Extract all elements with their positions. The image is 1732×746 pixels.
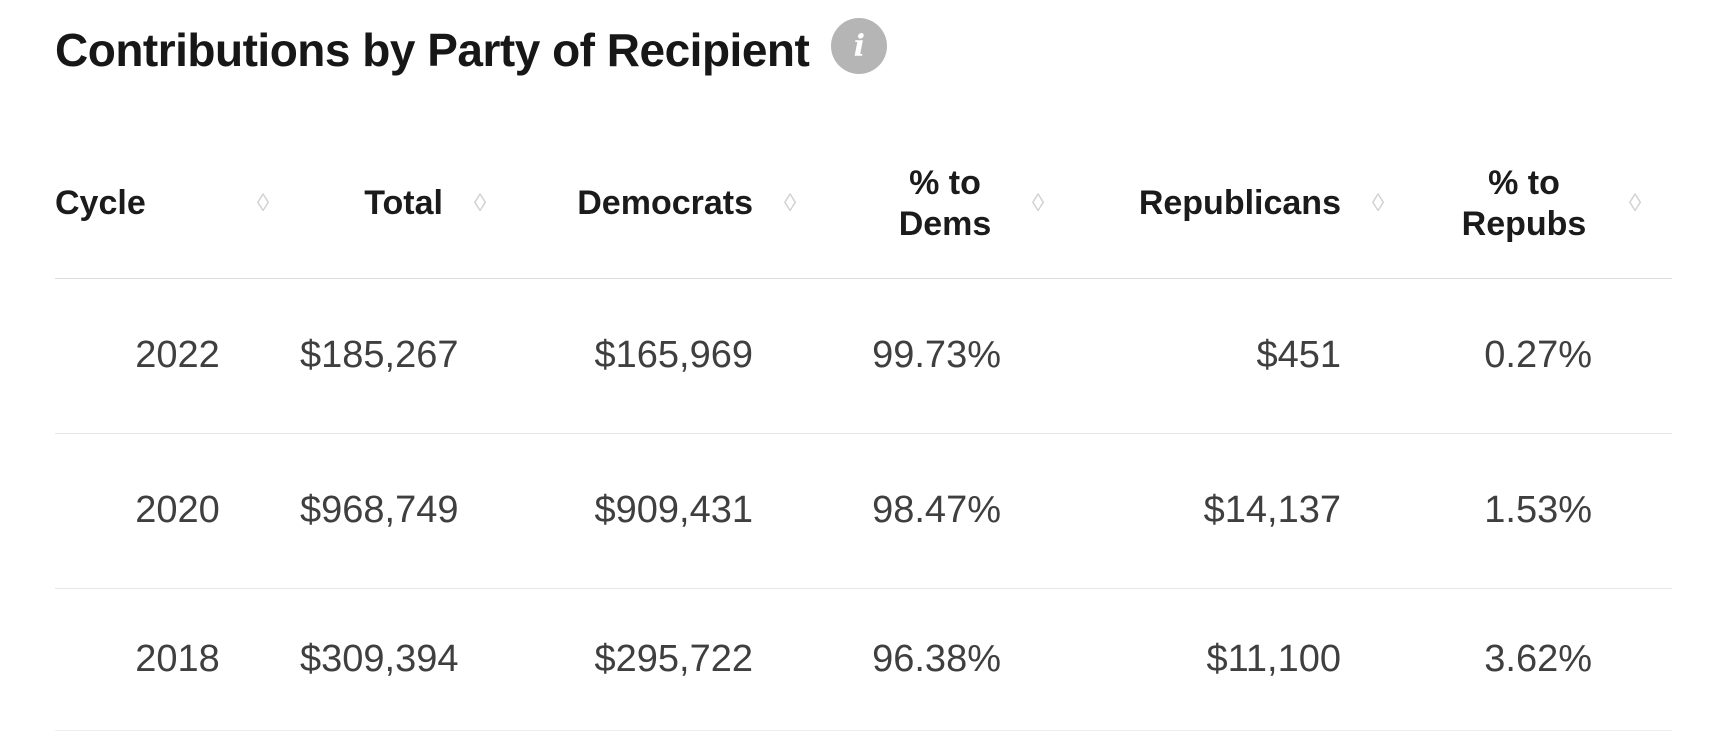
section-header: Contributions by Party of Recipient i (55, 18, 1732, 80)
table-body: 2022 $185,267 $165,969 99.73% $451 0.27%… (55, 278, 1672, 731)
cell-democrats: $909,431 (517, 433, 827, 589)
cell-pct-repubs: 3.62% (1415, 588, 1672, 731)
column-header-pct-dems[interactable]: % to Dems ◊ (827, 130, 1075, 279)
column-header-republicans[interactable]: Republicans ◊ (1075, 130, 1415, 279)
cell-pct-dems: 99.73% (827, 278, 1075, 434)
cell-cycle: 2022 (55, 278, 300, 434)
cell-republicans: $451 (1075, 278, 1415, 434)
column-header-cycle[interactable]: Cycle ◊ (55, 130, 300, 279)
sort-icon[interactable]: ◊ (1628, 189, 1642, 218)
table-row: 2020 $968,749 $909,431 98.47% $14,137 1.… (55, 433, 1672, 589)
table-header: Cycle ◊ Total ◊ Democrats ◊ (55, 130, 1672, 279)
cell-democrats: $165,969 (517, 278, 827, 434)
sort-icon[interactable]: ◊ (783, 189, 797, 218)
header-row: Cycle ◊ Total ◊ Democrats ◊ (55, 130, 1672, 279)
cell-pct-dems: 96.38% (827, 588, 1075, 731)
cell-republicans: $11,100 (1075, 588, 1415, 731)
sort-icon[interactable]: ◊ (1371, 189, 1385, 218)
cell-republicans: $14,137 (1075, 433, 1415, 589)
column-label-pct-repubs: % to Repubs (1461, 163, 1587, 243)
column-label-pct-dems: % to Dems (898, 163, 992, 243)
sort-icon[interactable]: ◊ (473, 189, 487, 218)
column-header-democrats[interactable]: Democrats ◊ (517, 130, 827, 279)
cell-cycle: 2020 (55, 433, 300, 589)
column-label-democrats: Democrats (577, 184, 753, 223)
cell-democrats: $295,722 (517, 588, 827, 731)
cell-total: $185,267 (300, 278, 517, 434)
sort-icon[interactable]: ◊ (256, 189, 270, 218)
page-title: Contributions by Party of Recipient (55, 24, 810, 76)
column-label-cycle: Cycle (55, 184, 146, 223)
table-row: 2022 $185,267 $165,969 99.73% $451 0.27% (55, 278, 1672, 434)
table-row: 2018 $309,394 $295,722 96.38% $11,100 3.… (55, 588, 1672, 731)
cell-total: $968,749 (300, 433, 517, 589)
sort-icon[interactable]: ◊ (1031, 189, 1045, 218)
info-icon[interactable]: i (831, 18, 888, 74)
column-label-total: Total (364, 184, 443, 223)
cell-pct-repubs: 0.27% (1415, 278, 1672, 434)
column-header-pct-repubs[interactable]: % to Repubs ◊ (1415, 130, 1672, 279)
cell-cycle: 2018 (55, 588, 300, 731)
cell-pct-repubs: 1.53% (1415, 433, 1672, 589)
column-header-total[interactable]: Total ◊ (300, 130, 517, 279)
contributions-table: Cycle ◊ Total ◊ Democrats ◊ (55, 130, 1672, 731)
cell-total: $309,394 (300, 588, 517, 731)
column-label-republicans: Republicans (1138, 184, 1341, 223)
cell-pct-dems: 98.47% (827, 433, 1075, 589)
